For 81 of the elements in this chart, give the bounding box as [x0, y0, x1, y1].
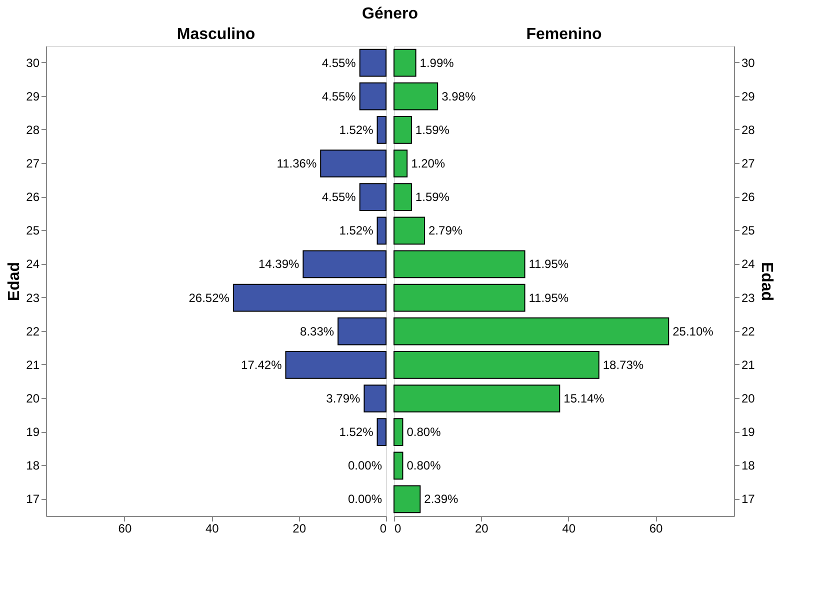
annotation: 0.80%	[406, 425, 442, 440]
annotation: 3.79%	[326, 392, 361, 406]
bar	[376, 216, 386, 245]
bar	[364, 384, 386, 412]
y-tick-label: 27	[742, 156, 756, 170]
y-tick-label: 21	[26, 358, 40, 372]
annotation: 17.42%	[241, 358, 282, 372]
annotation: 25.10%	[672, 324, 714, 338]
y-tick-label: 26	[26, 190, 40, 204]
y-tick-label: 18	[26, 458, 40, 473]
annotation: 4.55%	[322, 190, 356, 204]
annotation: 1.52%	[339, 122, 374, 137]
annotation: 1.59%	[415, 122, 450, 137]
y-tick-label: 19	[26, 425, 40, 440]
y-tick-label: 23	[742, 290, 756, 305]
y-tick-label: 28	[26, 122, 40, 137]
bar	[376, 116, 386, 144]
x-tick-label: 20	[292, 522, 306, 536]
annotation: 1.99%	[420, 56, 454, 70]
x-tick-label: 40	[562, 522, 576, 536]
y-tick-label: 25	[742, 224, 756, 238]
annotation: 26.52%	[188, 290, 230, 305]
y-tick-label: 28	[742, 122, 756, 137]
y-tick-label: 24	[742, 257, 756, 272]
y-axis-title: Edad	[758, 262, 775, 302]
x-tick-label: 60	[118, 522, 132, 536]
y-tick-label: 22	[742, 324, 756, 338]
bar	[232, 284, 386, 312]
bar	[320, 150, 386, 178]
y-axis-title: Edad	[6, 262, 24, 302]
bar	[302, 250, 386, 278]
annotation: 1.52%	[339, 425, 374, 440]
annotation: 11.95%	[528, 257, 569, 272]
annotation: 0.80%	[406, 458, 442, 473]
annotation: 2.39%	[424, 492, 459, 506]
y-tick-label: 17	[742, 492, 756, 506]
y-tick-label: 20	[26, 392, 40, 406]
annotation: 3.98%	[442, 89, 476, 104]
y-tick-label: 17	[26, 492, 40, 506]
y-tick-label: 21	[742, 358, 756, 372]
chart-subtitle: Masculino	[176, 26, 256, 43]
annotation: 8.33%	[300, 324, 334, 338]
annotation: 4.55%	[322, 56, 356, 70]
bar	[285, 351, 386, 379]
x-tick-label: 40	[205, 522, 220, 536]
annotation: 2.79%	[428, 224, 463, 238]
annotation: 1.59%	[415, 190, 450, 204]
y-tick-label: 23	[26, 290, 40, 305]
annotation: 15.14%	[564, 392, 605, 406]
y-tick-label: 20	[742, 392, 756, 406]
annotation: 11.95%	[528, 290, 569, 305]
annotation: 0.00%	[348, 458, 382, 473]
y-tick-label: 19	[742, 425, 756, 440]
y-tick-label: 29	[742, 89, 756, 104]
bar	[376, 418, 386, 446]
annotation: 1.20%	[411, 156, 446, 170]
x-tick-label: 0	[394, 522, 402, 536]
annotation: 11.36%	[276, 156, 317, 170]
y-tick-label: 25	[26, 224, 40, 238]
x-tick-label: 0	[380, 522, 387, 536]
y-tick-label: 30	[26, 56, 40, 70]
annotation: 18.73%	[602, 358, 644, 372]
bar	[359, 82, 386, 110]
bar	[359, 48, 386, 77]
y-tick-label: 30	[742, 56, 756, 70]
y-tick-label: 27	[26, 156, 40, 170]
annotation: 0.00%	[348, 492, 382, 506]
annotation: 1.52%	[339, 224, 374, 238]
x-tick-label: 20	[475, 522, 489, 536]
annotation: 4.55%	[322, 89, 356, 104]
bar	[359, 183, 386, 211]
y-tick-label: 22	[26, 324, 40, 338]
y-tick-label: 26	[742, 190, 756, 204]
annotation: 14.39%	[258, 257, 300, 272]
x-tick-label: 60	[649, 522, 664, 536]
chart-title: Género	[362, 6, 418, 22]
y-tick-label: 18	[742, 458, 756, 473]
chart-subtitle: Femenino	[526, 26, 602, 43]
y-tick-label: 24	[26, 257, 40, 272]
y-tick-label: 29	[26, 89, 40, 104]
bar	[338, 317, 386, 346]
